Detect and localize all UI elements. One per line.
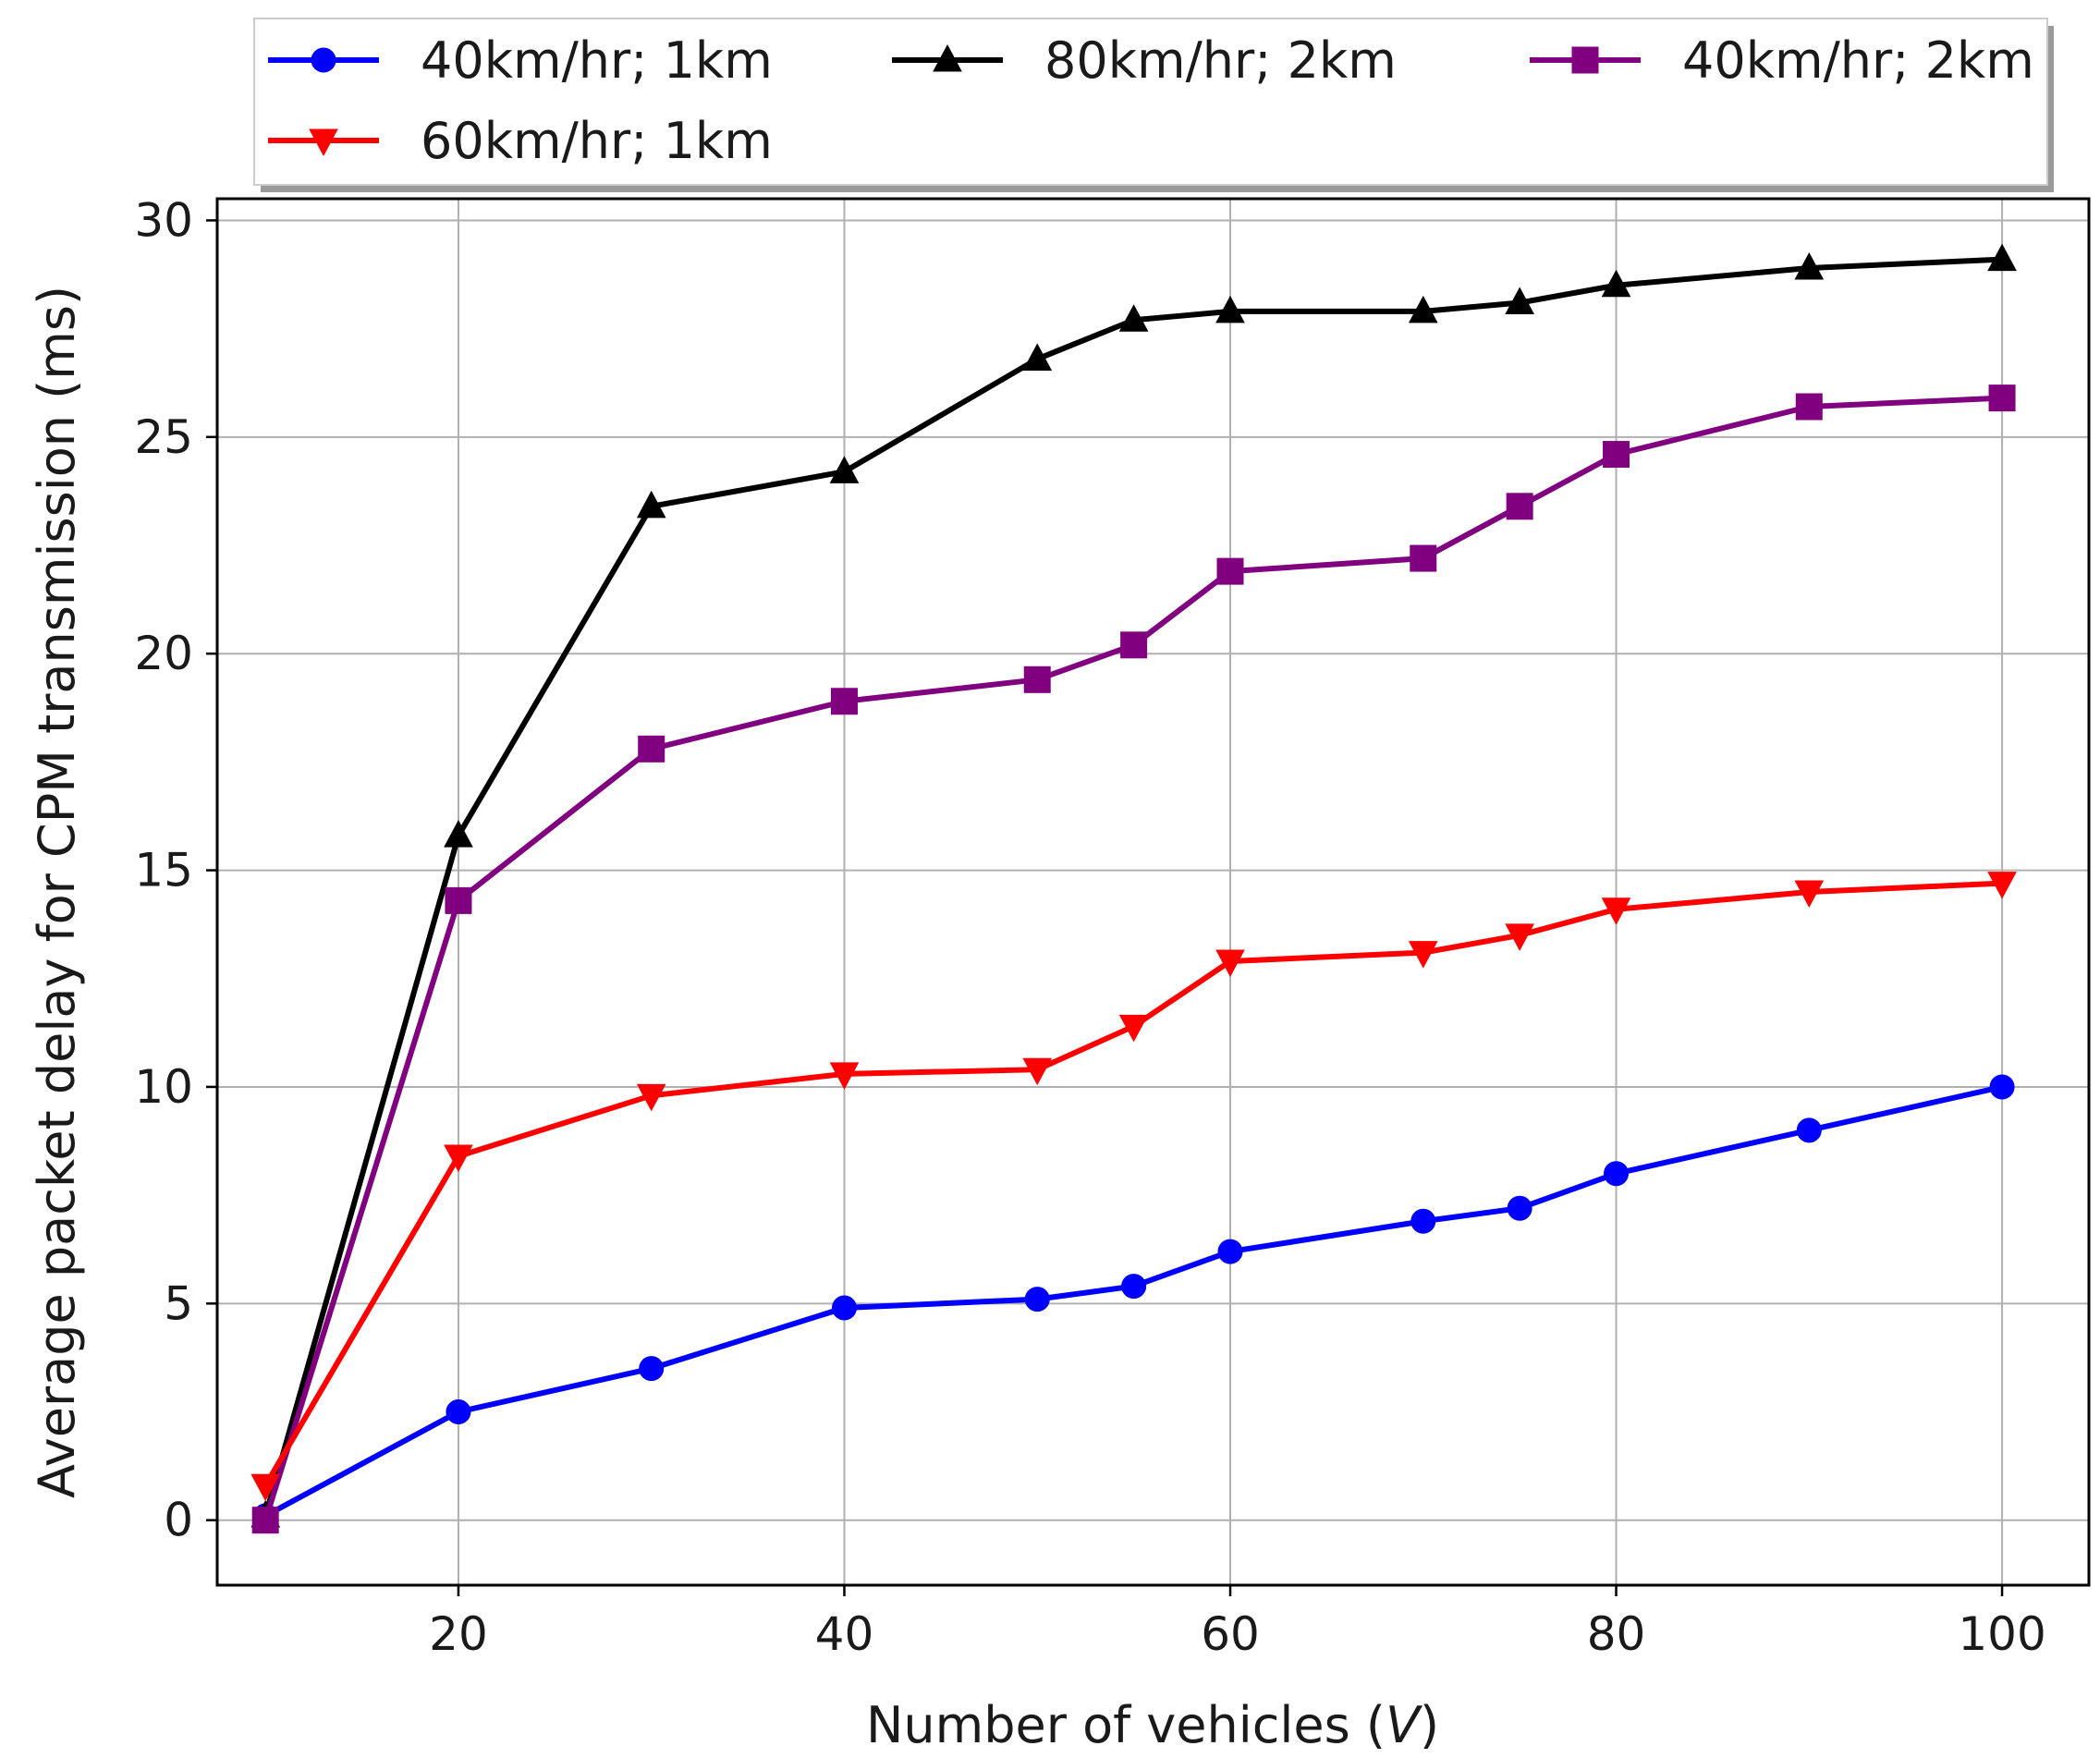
y-axis-label: Average packet delay for CPM transmissio… xyxy=(28,286,86,1498)
data-point xyxy=(1505,923,1534,951)
y-tick-label: 25 xyxy=(134,410,193,464)
y-tick-label: 5 xyxy=(164,1276,193,1330)
data-point xyxy=(830,688,858,715)
data-point xyxy=(250,1473,281,1502)
data-point xyxy=(1989,1074,2015,1100)
data-point xyxy=(831,1295,857,1321)
y-tick-label: 10 xyxy=(134,1060,193,1114)
legend-marker xyxy=(1571,46,1599,74)
series-line xyxy=(263,1084,2003,1519)
x-tick-label: 60 xyxy=(1201,1607,1260,1661)
series-1 xyxy=(252,1074,2015,1529)
data-point xyxy=(1988,385,2016,412)
legend-label: 80km/hr; 2km xyxy=(1044,31,1397,90)
x-tick-label: 40 xyxy=(815,1607,874,1661)
data-point xyxy=(1604,1161,1630,1187)
x-axis-label: Number of vehicles (V) xyxy=(866,1696,1439,1754)
data-point xyxy=(1795,393,1823,421)
data-point xyxy=(1794,251,1825,280)
data-point xyxy=(1987,243,2017,272)
legend-item: 40km/hr; 2km xyxy=(1530,31,2034,90)
x-tick-label: 80 xyxy=(1587,1607,1646,1661)
data-point xyxy=(638,735,665,763)
series-2 xyxy=(250,243,2017,1528)
legend-marker xyxy=(311,47,336,73)
data-point xyxy=(444,1144,473,1172)
series-line xyxy=(262,880,2003,1487)
data-point xyxy=(445,886,472,914)
series-3 xyxy=(251,385,2016,1534)
data-point xyxy=(1408,295,1438,324)
legend-item: 80km/hr; 2km xyxy=(892,31,1397,90)
data-point xyxy=(1024,1287,1050,1312)
x-tick-label: 100 xyxy=(1958,1607,2045,1661)
legend-label: 40km/hr; 2km xyxy=(1682,31,2034,90)
data-point xyxy=(1603,441,1630,469)
data-point xyxy=(1215,949,1245,978)
y-tick-label: 0 xyxy=(164,1494,193,1547)
data-point xyxy=(1023,665,1051,693)
legend-marker xyxy=(933,43,962,72)
data-point xyxy=(1216,557,1244,585)
data-point xyxy=(1506,493,1533,520)
legend-item: 60km/hr; 1km xyxy=(268,112,773,170)
legend-label: 40km/hr; 1km xyxy=(421,31,773,90)
data-point xyxy=(1507,1195,1532,1221)
data-point xyxy=(1217,1239,1243,1264)
legend: 40km/hr; 1km 80km/hr; 2km 40km/hr; 2km 60km… xyxy=(253,18,2054,192)
data-point xyxy=(1410,1208,1436,1234)
data-point xyxy=(1601,897,1631,925)
series-line xyxy=(262,395,2003,1521)
data-point xyxy=(1410,544,1437,572)
data-point xyxy=(1022,1057,1053,1086)
y-tick-label: 30 xyxy=(134,193,193,247)
data-point xyxy=(636,1083,666,1112)
data-point xyxy=(1120,631,1148,659)
legend-item: 40km/hr; 1km xyxy=(268,31,773,90)
legend-marker xyxy=(309,128,338,157)
data-point xyxy=(1121,1274,1147,1300)
x-axis: 20 40 60 80 100 xyxy=(429,1585,2046,1661)
y-tick-label: 15 xyxy=(134,844,193,897)
data-point xyxy=(636,490,666,519)
legend-label: 60km/hr; 1km xyxy=(421,112,773,170)
data-point xyxy=(251,1507,279,1534)
data-point xyxy=(1022,343,1053,371)
series-line xyxy=(262,256,2003,1517)
data-point xyxy=(639,1356,665,1382)
data-point xyxy=(1408,941,1438,969)
data-point xyxy=(1987,872,2017,899)
data-point xyxy=(1794,880,1825,909)
data-point xyxy=(1118,304,1149,332)
data-point xyxy=(1505,287,1534,314)
data-point xyxy=(1601,269,1631,298)
plot-frame xyxy=(215,197,2091,1587)
series xyxy=(250,243,2017,1534)
data-point xyxy=(829,1062,860,1090)
y-axis: 0 5 10 15 20 25 30 xyxy=(134,193,217,1547)
data-point xyxy=(446,1399,471,1424)
series-4 xyxy=(250,872,2017,1502)
data-point xyxy=(444,820,473,848)
y-tick-label: 20 xyxy=(134,627,193,680)
x-tick-label: 20 xyxy=(429,1607,488,1661)
data-point xyxy=(829,456,860,483)
data-point xyxy=(1118,1014,1149,1043)
data-point xyxy=(1215,295,1245,324)
legend-frame xyxy=(253,18,2048,186)
data-point xyxy=(1796,1117,1822,1143)
